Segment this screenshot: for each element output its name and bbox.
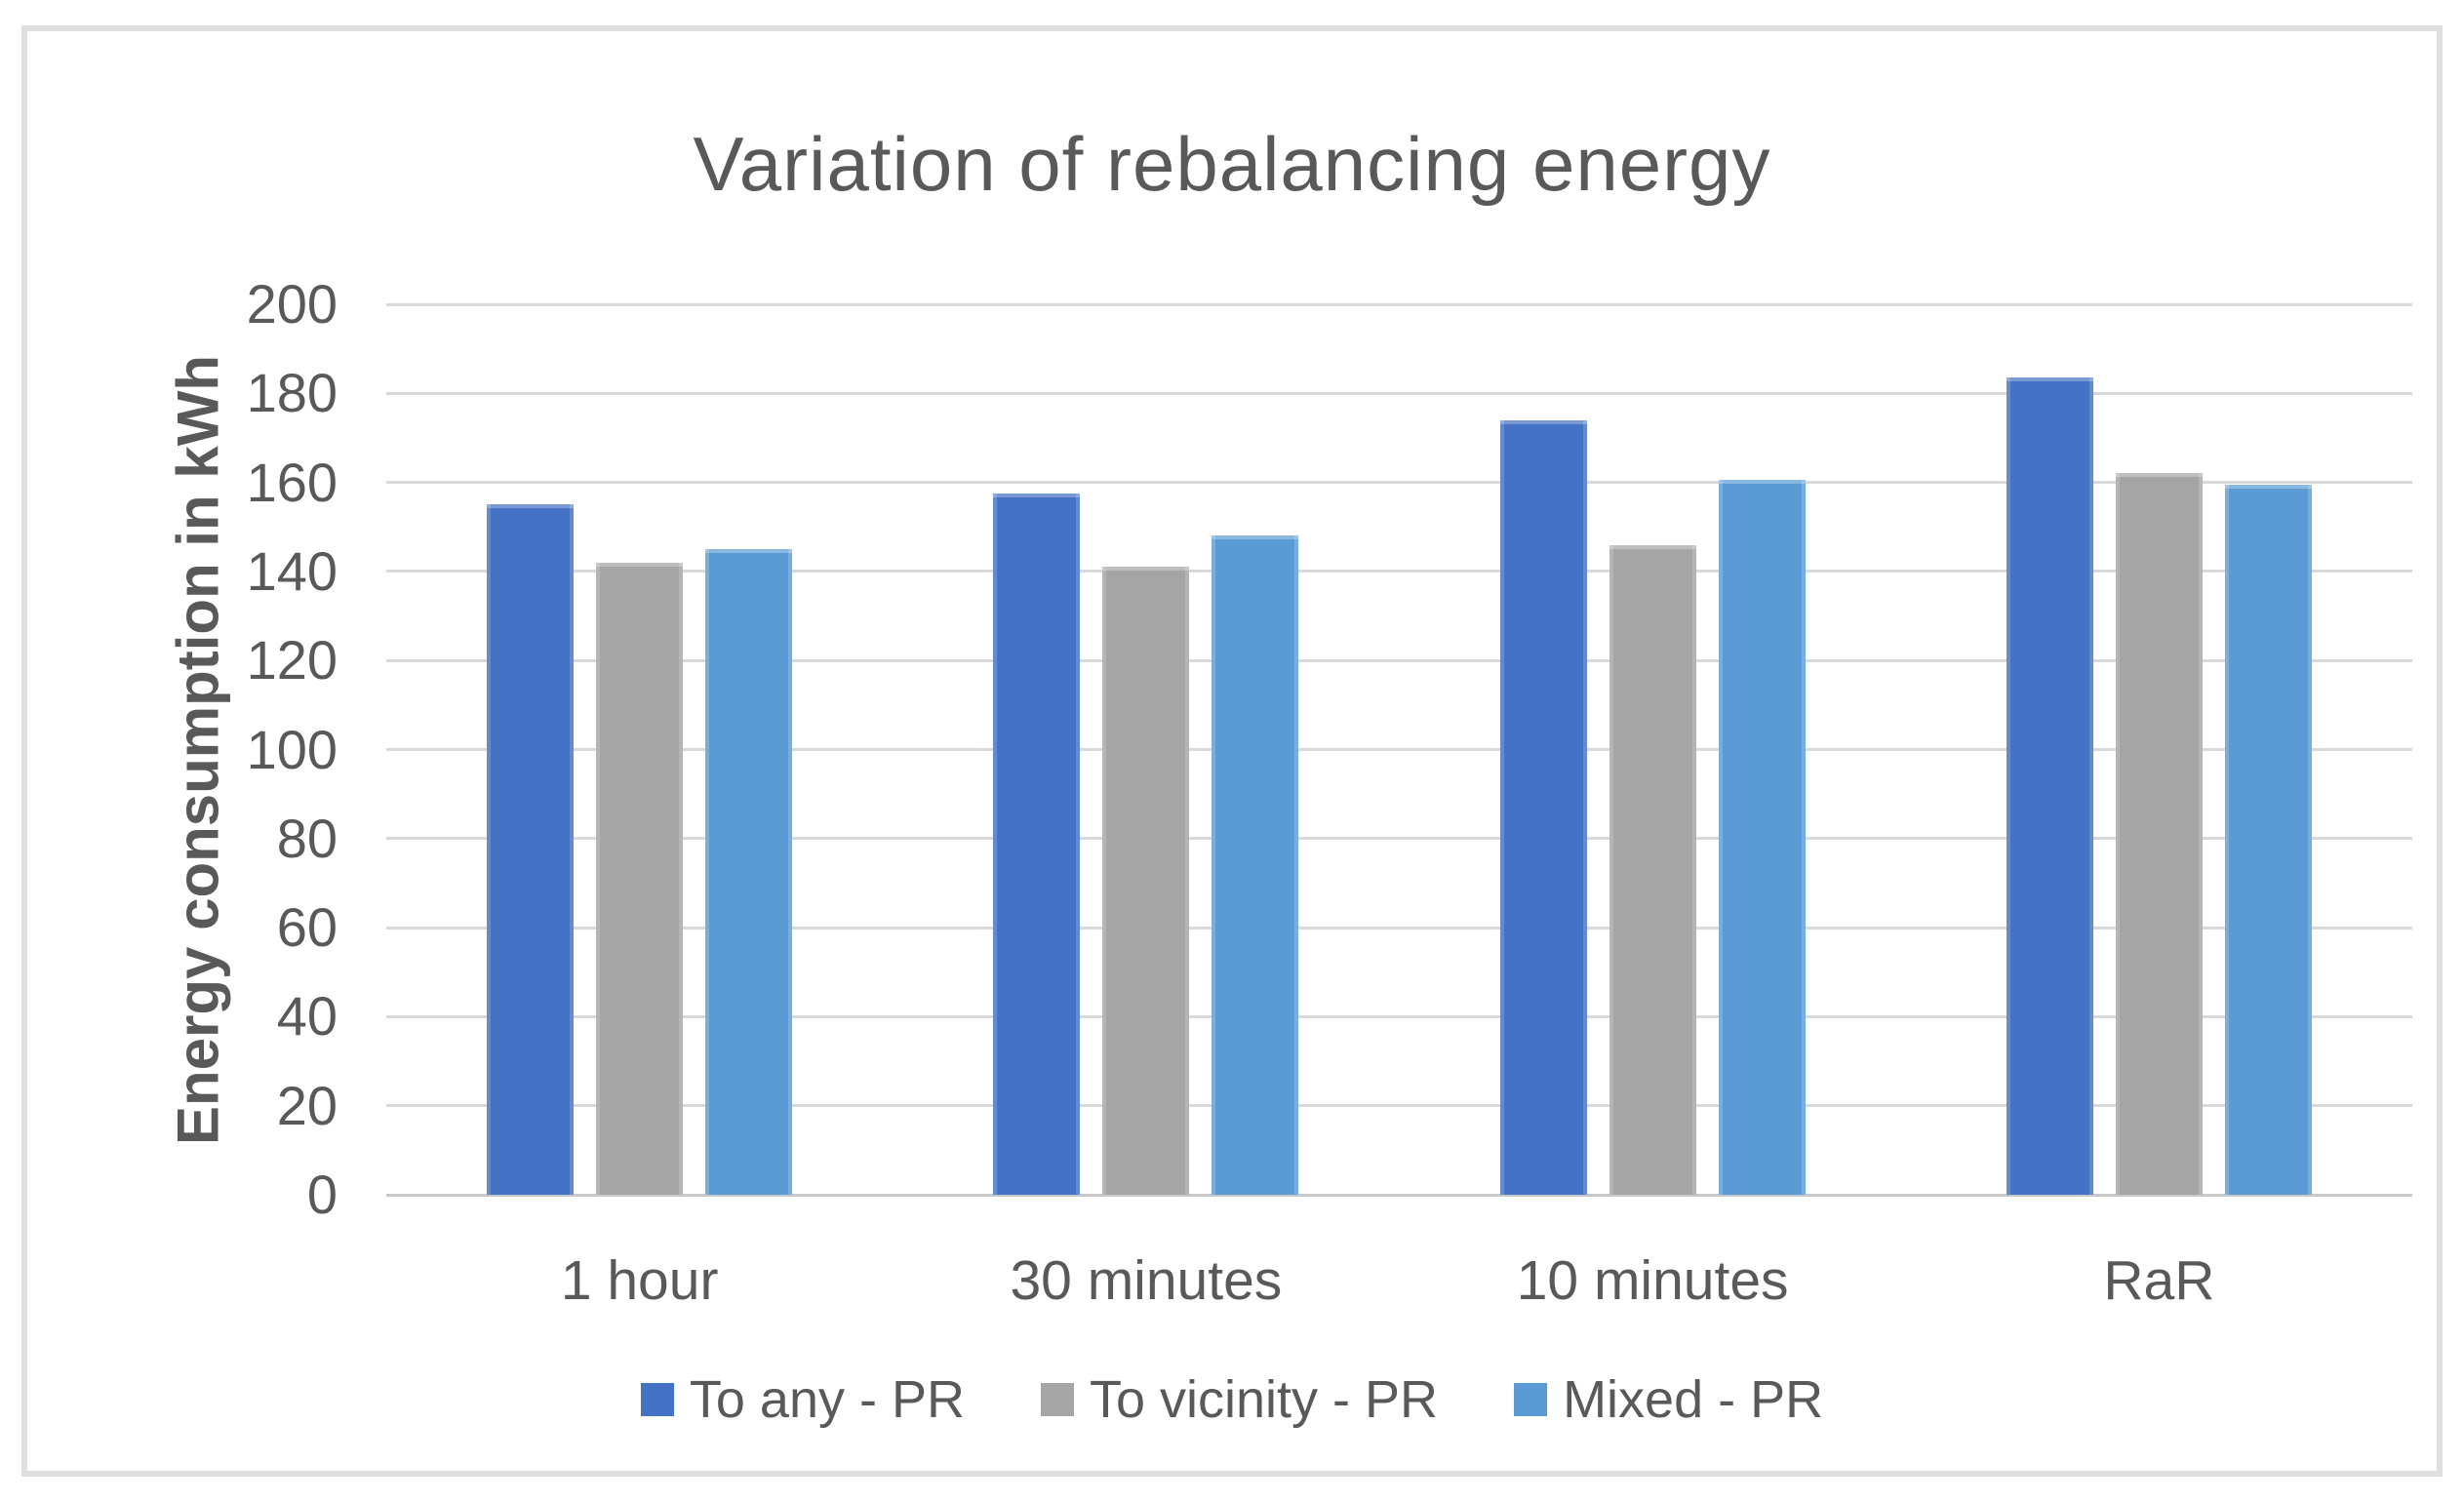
ytick-label-200: 200 [246,273,338,335]
legend-item-1: To vicinity - PR [1040,1369,1439,1430]
category-group-0 [386,304,893,1195]
ytick-label-180: 180 [246,362,338,424]
ytick-label-40: 40 [276,985,338,1047]
bar [993,494,1081,1195]
bar [705,549,793,1195]
chart-title: Variation of rebalancing energy [693,121,1771,207]
bar [1102,567,1190,1195]
category-group-3 [1906,304,2412,1195]
bars-layer [386,304,2412,1195]
ytick-label-160: 160 [246,451,338,513]
gridline-200 [386,302,2412,306]
x-category-label-2: 10 minutes [1516,1249,1789,1312]
gridline-80 [386,837,2412,841]
gridline-120 [386,658,2412,662]
gridline-0 [386,1193,2412,1197]
gridline-100 [386,748,2412,751]
ytick-label-100: 100 [246,718,338,780]
category-group-2 [1400,304,1906,1195]
bar [1718,480,1806,1195]
bar [596,562,684,1195]
bar [487,504,575,1195]
plot-area [386,302,2412,1197]
x-category-label-1: 30 minutes [1010,1249,1283,1312]
x-category-label-3: RaR [2103,1249,2215,1312]
ytick-label-60: 60 [276,896,338,959]
bar [2006,377,2093,1195]
x-axis-labels: 1 hour 30 minutes 10 minutes RaR [386,1248,2412,1313]
legend-swatch-icon [1514,1383,1548,1416]
ytick-label-0: 0 [306,1164,338,1225]
legend: To any - PR To vicinity - PR Mixed - PR [27,1369,2437,1430]
legend-label: Mixed - PR [1563,1370,1824,1429]
gridline-180 [386,391,2412,395]
bar [1499,419,1587,1195]
gridline-40 [386,1014,2412,1018]
gridline-60 [386,926,2412,929]
gridline-140 [386,570,2412,573]
x-category-label-0: 1 hour [560,1249,719,1312]
ytick-label-20: 20 [276,1074,338,1136]
legend-item-0: To any - PR [640,1369,965,1430]
ytick-label-140: 140 [246,539,338,602]
bar [1609,544,1696,1195]
bar [2224,484,2312,1195]
gridline-160 [386,481,2412,485]
category-group-1 [893,304,1399,1195]
legend-item-2: Mixed - PR [1514,1369,1823,1430]
bar [2115,473,2203,1195]
ytick-label-120: 120 [246,629,338,692]
bar [1212,535,1299,1195]
ytick-label-80: 80 [276,807,338,869]
chart-frame: Variation of rebalancing energy Energy c… [21,25,2443,1477]
legend-swatch-icon [1040,1383,1074,1416]
legend-label: To any - PR [689,1370,965,1429]
legend-swatch-icon [640,1383,674,1416]
gridline-20 [386,1104,2412,1108]
legend-label: To vicinity - PR [1089,1370,1439,1429]
